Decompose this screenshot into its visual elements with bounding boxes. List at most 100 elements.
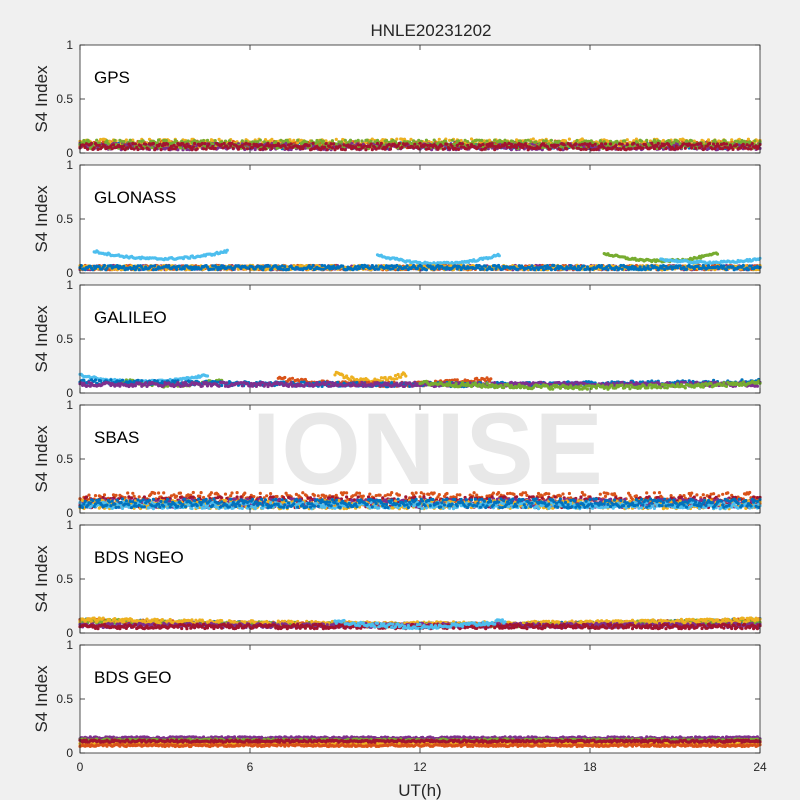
- data-point: [437, 137, 441, 141]
- data-point: [186, 139, 190, 143]
- data-point: [122, 144, 126, 148]
- data-point: [413, 142, 417, 146]
- data-point: [556, 143, 560, 147]
- data-point: [493, 138, 497, 142]
- data-point: [321, 139, 325, 143]
- data-point: [204, 147, 208, 151]
- data-point: [717, 139, 721, 143]
- data-point: [323, 145, 327, 149]
- data-point: [311, 141, 315, 145]
- chart-title: HNLE20231202: [371, 21, 492, 40]
- data-point: [600, 142, 604, 146]
- data-point: [531, 137, 535, 141]
- data-point: [457, 147, 461, 151]
- data-point: [450, 144, 454, 148]
- data-point: [753, 139, 757, 143]
- data-point: [263, 147, 268, 151]
- data-point: [332, 142, 336, 146]
- data-point: [105, 139, 109, 143]
- data-point: [175, 145, 179, 149]
- data-point: [565, 147, 569, 151]
- data-point: [609, 142, 613, 146]
- data-point: [86, 147, 90, 151]
- data-point: [548, 147, 552, 151]
- data-point: [128, 138, 132, 142]
- data-point: [749, 147, 753, 151]
- data-point: [497, 254, 501, 258]
- data-point: [242, 146, 246, 150]
- data-point: [141, 147, 145, 151]
- data-point: [515, 146, 519, 150]
- data-point: [648, 146, 653, 150]
- data-point: [369, 142, 373, 146]
- data-point: [450, 138, 454, 142]
- data-point: [307, 144, 311, 148]
- data-point: [359, 143, 363, 147]
- data-point: [750, 142, 754, 146]
- data-point: [625, 143, 629, 147]
- data-point: [655, 144, 659, 148]
- data-point: [270, 146, 274, 150]
- data-point: [442, 147, 447, 151]
- data-point: [544, 139, 548, 143]
- data-point: [690, 146, 694, 150]
- data-point: [619, 147, 623, 151]
- data-point: [584, 147, 588, 151]
- data-point: [356, 138, 360, 142]
- data-point: [260, 143, 264, 147]
- data-point: [511, 139, 515, 143]
- data-point: [205, 138, 210, 142]
- data-point: [164, 139, 168, 143]
- data-point: [289, 142, 293, 146]
- panel-label: GPS: [94, 68, 130, 87]
- scatter-series-group: [78, 137, 762, 152]
- data-point: [154, 146, 158, 150]
- data-point: [330, 139, 334, 143]
- data-point: [151, 141, 155, 146]
- data-point: [316, 140, 320, 144]
- data-point: [455, 143, 459, 147]
- data-point: [384, 139, 389, 143]
- data-point: [213, 146, 217, 151]
- data-point: [424, 138, 428, 142]
- data-point: [400, 145, 404, 149]
- data-point: [364, 148, 368, 152]
- data-point: [574, 142, 578, 146]
- data-point: [526, 148, 530, 152]
- data-point: [593, 142, 597, 146]
- data-point: [101, 140, 105, 144]
- data-point: [348, 138, 353, 142]
- data-point: [191, 145, 195, 149]
- data-point: [262, 140, 266, 144]
- data-point: [656, 141, 660, 145]
- axes-background: [80, 45, 760, 153]
- data-point: [567, 137, 572, 141]
- data-point: [603, 142, 608, 146]
- data-point: [652, 147, 657, 151]
- data-point: [623, 139, 627, 143]
- data-point: [150, 146, 154, 150]
- data-point: [245, 147, 249, 151]
- data-point: [225, 248, 229, 252]
- data-point: [706, 138, 711, 142]
- data-point: [207, 142, 211, 146]
- data-point: [95, 138, 99, 142]
- data-point: [339, 140, 343, 144]
- data-point: [248, 142, 252, 146]
- data-point: [571, 146, 575, 150]
- data-point: [620, 142, 624, 146]
- data-point: [202, 138, 206, 143]
- x-axis-label: UT(h): [398, 781, 441, 800]
- data-point: [730, 138, 734, 142]
- data-point: [668, 139, 672, 143]
- data-point: [493, 148, 497, 152]
- data-point: [222, 141, 226, 146]
- data-point: [270, 137, 274, 141]
- data-point: [629, 147, 633, 151]
- data-point: [226, 146, 230, 150]
- data-point: [708, 141, 712, 146]
- data-point: [375, 141, 380, 146]
- data-point: [113, 138, 117, 142]
- y-tick-label: 0.5: [56, 92, 73, 106]
- data-point: [445, 142, 449, 146]
